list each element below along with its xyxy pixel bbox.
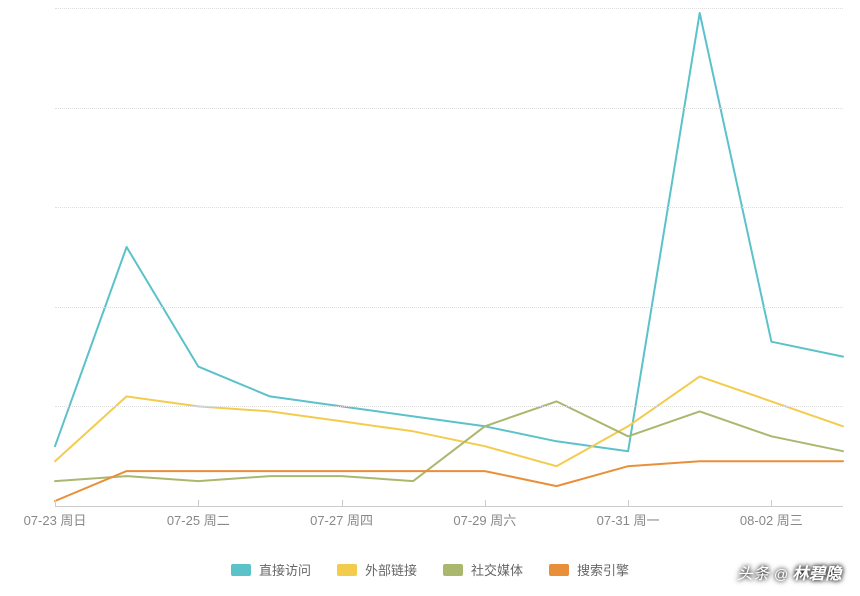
x-tick bbox=[342, 500, 343, 506]
x-axis-label: 07-25 周二 bbox=[167, 510, 230, 529]
series-line-2 bbox=[55, 401, 843, 481]
gridline bbox=[55, 207, 843, 208]
legend-label: 外部链接 bbox=[365, 560, 417, 579]
x-axis: 07-23 周日07-25 周二07-27 周四07-29 周六07-31 周一… bbox=[55, 506, 843, 536]
legend-label: 搜索引擎 bbox=[577, 560, 629, 579]
legend-item[interactable]: 社交媒体 bbox=[443, 560, 523, 579]
legend-swatch bbox=[549, 564, 569, 576]
x-axis-label: 07-29 周六 bbox=[453, 510, 516, 529]
chart-plot-area bbox=[55, 8, 843, 506]
legend-item[interactable]: 搜索引擎 bbox=[549, 560, 629, 579]
watermark-prefix: 头条 bbox=[737, 560, 770, 584]
x-axis-label: 07-23 周日 bbox=[24, 510, 87, 529]
x-axis-line bbox=[55, 506, 843, 507]
legend-swatch bbox=[231, 564, 251, 576]
gridline bbox=[55, 8, 843, 9]
watermark-at: @ bbox=[774, 566, 789, 582]
x-tick bbox=[485, 500, 486, 506]
watermark-name: 林碧隐 bbox=[792, 560, 842, 584]
watermark: 头条 @ 林碧隐 bbox=[737, 560, 842, 584]
legend-label: 直接访问 bbox=[259, 560, 311, 579]
x-axis-label: 07-31 周一 bbox=[597, 510, 660, 529]
legend-swatch bbox=[443, 564, 463, 576]
legend-item[interactable]: 直接访问 bbox=[231, 560, 311, 579]
x-tick bbox=[628, 500, 629, 506]
legend-label: 社交媒体 bbox=[471, 560, 523, 579]
x-tick bbox=[771, 500, 772, 506]
x-tick bbox=[198, 500, 199, 506]
x-axis-label: 08-02 周三 bbox=[740, 510, 803, 529]
series-line-3 bbox=[55, 461, 843, 501]
x-axis-label: 07-27 周四 bbox=[310, 510, 373, 529]
x-tick bbox=[55, 500, 56, 506]
gridline bbox=[55, 108, 843, 109]
gridline bbox=[55, 307, 843, 308]
chart-lines-svg bbox=[55, 8, 843, 506]
chart-legend: 直接访问 外部链接 社交媒体 搜索引擎 bbox=[0, 560, 860, 579]
gridline bbox=[55, 406, 843, 407]
legend-item[interactable]: 外部链接 bbox=[337, 560, 417, 579]
legend-swatch bbox=[337, 564, 357, 576]
